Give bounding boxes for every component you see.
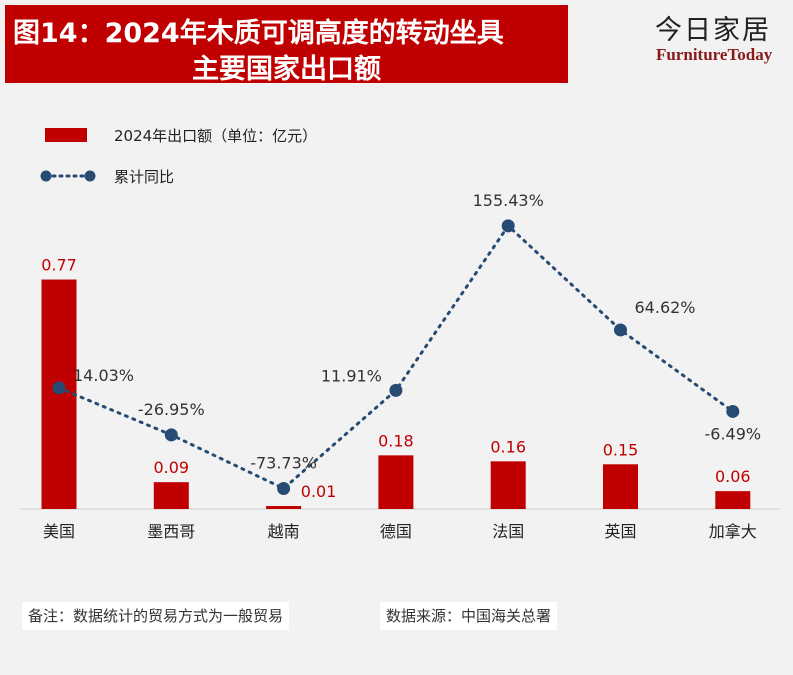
yoy-point-0 [52,381,66,395]
bar-value-label-4: 0.16 [490,437,526,456]
category-label-1: 墨西哥 [147,522,195,541]
bar-value-label-3: 0.18 [378,431,414,450]
bar-value-label-1: 0.09 [153,458,189,477]
bar-4 [490,461,526,509]
bar-6 [715,491,751,509]
bar-1 [153,482,189,509]
yoy-label-4: 155.43% [473,191,544,210]
bar-value-label-0: 0.77 [41,256,77,275]
footer-source: 数据来源：中国海关总署 [380,602,558,630]
category-label-4: 法国 [492,522,524,541]
legend-bar-swatch [45,128,87,142]
yoy-label-1: -26.95% [138,400,205,419]
yoy-point-1 [164,428,178,442]
yoy-label-5: 64.62% [635,298,696,317]
bar-value-label-5: 0.15 [603,440,639,459]
brand-logo-en: FurnitureToday [656,45,773,64]
chart-title-line1: 图14：2024年木质可调高度的转动坐具 [13,18,504,49]
legend-line-label: 累计同比 [114,168,174,186]
legend-bar-label: 2024年出口额（单位：亿元） [114,127,317,145]
category-label-0: 美国 [43,522,75,541]
bar-value-label-2: 0.01 [301,482,337,501]
bar-5 [603,464,638,509]
yoy-label-6: -6.49% [704,424,761,443]
yoy-label-3: 11.91% [321,366,382,385]
legend-line-marker-right [84,170,96,182]
footer-note: 备注：数据统计的贸易方式为一般贸易 [22,602,290,630]
yoy-label-2: -73.73% [250,453,317,472]
bar-value-label-6: 0.06 [715,467,751,486]
yoy-label-0: 14.03% [73,366,134,385]
yoy-point-3 [389,383,403,397]
category-label-5: 英国 [604,522,636,541]
title-box: 图14：2024年木质可调高度的转动坐具 主要国家出口额 [5,5,568,85]
yoy-point-6 [726,404,740,418]
bar-3 [378,455,414,509]
yoy-point-2 [277,481,291,495]
category-label-3: 德国 [380,522,412,541]
yoy-point-5 [614,323,627,337]
legend-line-marker-left [40,170,52,182]
category-label-2: 越南 [268,522,300,541]
yoy-point-4 [501,219,515,233]
brand-name-cn: 今日家居 [655,15,771,46]
bar-2 [266,506,302,509]
category-label-6: 加拿大 [709,522,757,541]
chart-title-line2: 主要国家出口额 [192,54,381,85]
